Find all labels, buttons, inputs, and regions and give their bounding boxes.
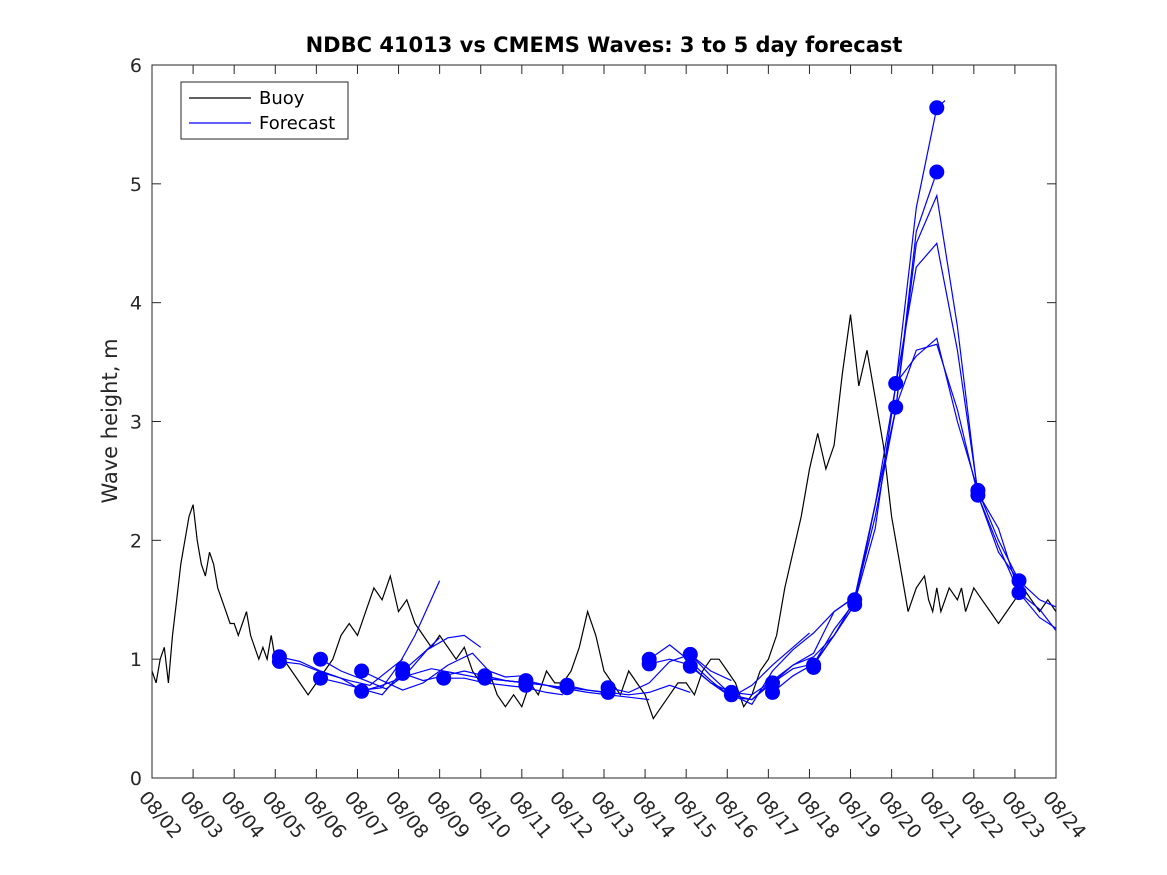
buoy-series-line (152, 314, 1056, 720)
y-axis-label: Wave height, m (98, 338, 122, 503)
forecast-marker-26 (806, 660, 822, 675)
x-tick-label: 08/24 (1038, 787, 1090, 843)
y-tick-label: 2 (130, 530, 142, 552)
x-tick-label: 08/16 (709, 787, 761, 843)
legend-label-0: Buoy (259, 88, 305, 109)
forecast-marker-28 (847, 597, 863, 612)
forecast-line-4 (361, 652, 522, 691)
forecast-marker-3 (313, 651, 328, 667)
x-tick-label: 08/09 (422, 787, 474, 843)
x-tick-label: 08/17 (751, 787, 803, 843)
forecast-marker-34 (970, 487, 986, 503)
x-tick-label: 08/06 (299, 787, 351, 843)
y-tick-label: 5 (130, 174, 142, 196)
forecast-marker-10 (477, 670, 493, 686)
forecast-marker-2 (313, 670, 328, 686)
x-tick-label: 08/08 (381, 787, 433, 843)
x-tick-label: 08/07 (340, 787, 392, 843)
forecast-marker-30 (888, 376, 904, 391)
y-tick-label: 4 (130, 293, 142, 315)
x-tick-label: 08/23 (997, 787, 1049, 843)
forecast-marker-16 (600, 684, 616, 700)
x-tick-label: 08/15 (668, 787, 720, 843)
forecast-marker-5 (354, 683, 370, 699)
forecast-marker-12 (518, 677, 534, 693)
y-tick-label: 6 (130, 55, 142, 77)
forecast-marker-22 (723, 684, 739, 700)
x-tick-label: 08/04 (216, 787, 268, 843)
forecast-marker-31 (929, 164, 945, 180)
forecast-marker-8 (436, 670, 452, 686)
forecast-line-7 (443, 677, 563, 696)
x-tick-label: 08/14 (627, 787, 679, 843)
x-tick-label: 08/03 (175, 787, 227, 843)
plot-background (152, 65, 1056, 778)
x-tick-label: 08/02 (134, 787, 186, 843)
x-tick-label: 08/12 (545, 787, 597, 843)
forecast-marker-7 (395, 661, 411, 677)
forecast-line-14 (689, 599, 851, 706)
x-tick-label: 08/18 (792, 787, 844, 843)
forecast-line-9 (525, 680, 650, 701)
forecast-marker-32 (929, 100, 945, 116)
forecast-marker-29 (888, 399, 904, 415)
chart-title: NDBC 41013 vs CMEMS Waves: 3 to 5 day fo… (306, 33, 903, 57)
forecast-marker-4 (354, 663, 370, 679)
forecast-marker-18 (641, 651, 657, 667)
y-tick-label: 1 (130, 649, 142, 671)
x-tick-label: 08/22 (956, 787, 1008, 843)
forecast-line-11 (607, 653, 732, 694)
forecast-line-2 (320, 637, 441, 696)
x-tick-label: 08/19 (833, 787, 885, 843)
x-tick-label: 08/05 (257, 787, 309, 843)
y-tick-label: 3 (130, 412, 142, 434)
x-tick-label: 08/21 (915, 787, 967, 843)
forecast-line-10 (566, 684, 691, 696)
x-tick-label: 08/20 (874, 787, 926, 843)
forecast-marker-20 (682, 658, 698, 674)
forecast-marker-14 (559, 680, 575, 696)
x-tick-label: 08/13 (586, 787, 638, 843)
forecast-line-18 (772, 100, 946, 684)
forecast-marker-24 (765, 675, 780, 691)
forecast-line-20 (854, 193, 1020, 600)
legend-box (180, 81, 349, 140)
forecast-marker-1 (271, 649, 287, 665)
x-tick-label: 08/10 (463, 787, 515, 843)
plot-area: 08/0208/0308/0408/0508/0608/0708/0808/09… (130, 55, 1090, 843)
x-tick-label: 08/11 (504, 787, 556, 843)
y-tick-label: 0 (130, 768, 142, 790)
forecast-marker-36 (1011, 585, 1027, 601)
legend-label-1: Forecast (259, 113, 335, 134)
